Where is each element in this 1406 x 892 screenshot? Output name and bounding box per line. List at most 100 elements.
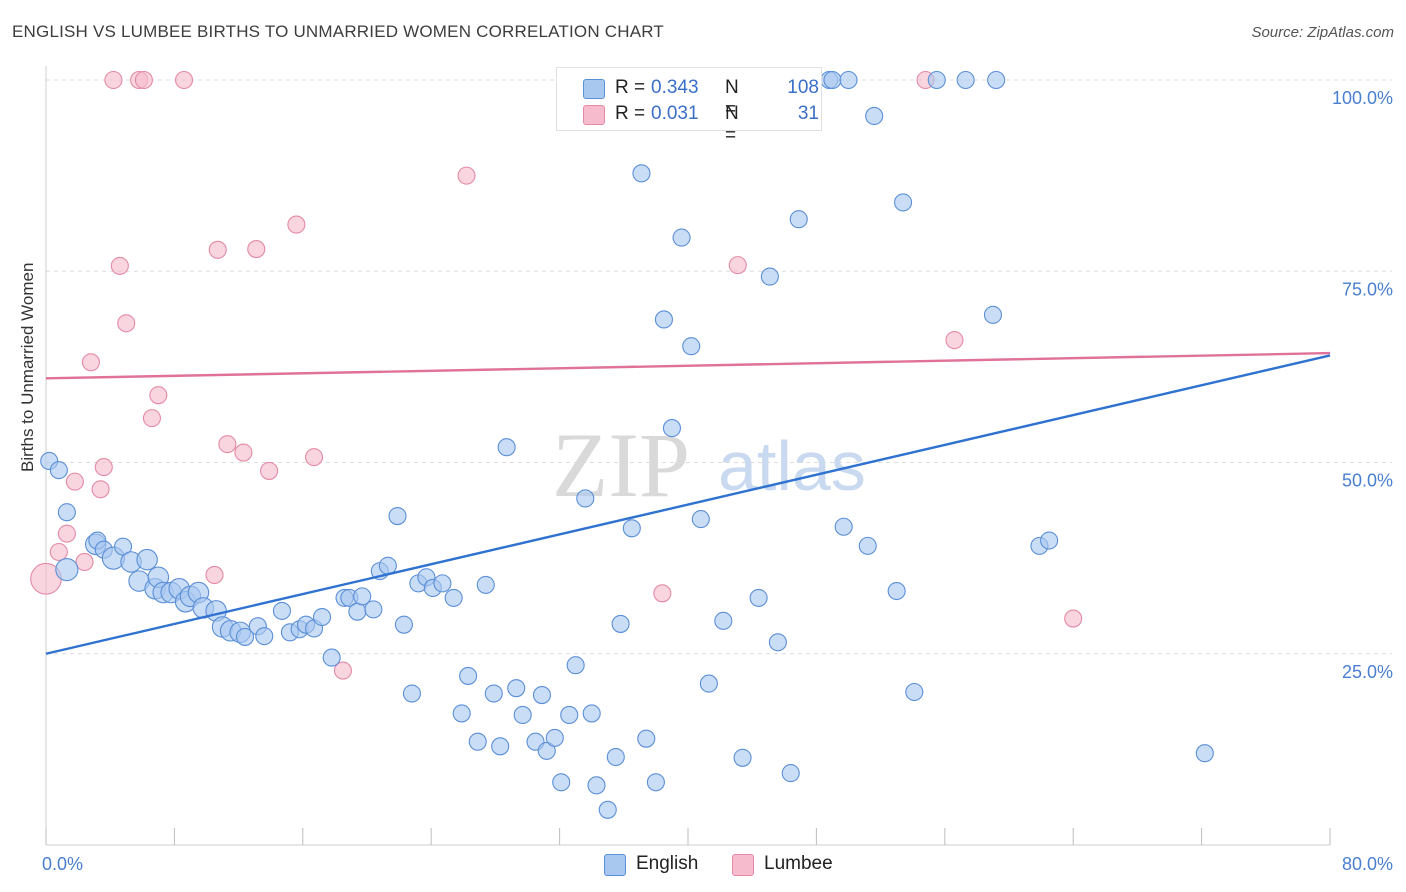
- lumbee-point: [218, 435, 237, 454]
- english-point: [637, 729, 656, 748]
- series-legend: English Lumbee: [0, 852, 1406, 878]
- lumbee-swatch: [583, 105, 605, 125]
- english-point: [402, 684, 421, 703]
- english-point: [905, 682, 924, 702]
- lumbee-point: [234, 443, 253, 462]
- english-point: [781, 764, 800, 783]
- english-point: [552, 773, 571, 792]
- english-point: [672, 228, 691, 247]
- english-point: [507, 679, 526, 698]
- y-tick-label-50: 50.0%: [1342, 471, 1393, 491]
- english-series: [40, 70, 1214, 819]
- lumbee-n-value: 31: [797, 103, 819, 124]
- lumbee-legend-swatch: [732, 854, 754, 876]
- english-point: [646, 773, 665, 792]
- english-point: [49, 461, 68, 480]
- y-axis-label: Births to Unmarried Women: [18, 262, 37, 472]
- english-point: [459, 666, 478, 685]
- english-point: [622, 519, 641, 538]
- english-point: [789, 210, 808, 229]
- english-point: [760, 267, 779, 286]
- x-tick-label-min: 0.0%: [42, 854, 83, 874]
- lumbee-r-value: 0.031: [651, 103, 699, 124]
- english-point: [834, 517, 853, 536]
- lumbee-point: [247, 240, 266, 259]
- english-point: [839, 70, 858, 90]
- english-point: [388, 506, 407, 526]
- english-legend-swatch: [604, 854, 626, 876]
- y-tick-label-75: 75.0%: [1342, 279, 1393, 299]
- english-point: [823, 70, 842, 90]
- english-point: [632, 164, 651, 183]
- lumbee-point: [728, 256, 747, 275]
- english-point: [582, 704, 601, 723]
- english-point: [956, 70, 975, 90]
- lumbee-point: [81, 353, 100, 372]
- english-point: [484, 684, 503, 703]
- english-point: [768, 633, 787, 652]
- x-tick-label-max: 80.0%: [1342, 854, 1393, 874]
- grid: [46, 79, 1392, 655]
- correlation-legend: R = 0.343 N = 108 R = 0.031 N = 31: [556, 67, 822, 146]
- trend-lines: [45, 351, 1331, 655]
- english-point: [927, 70, 946, 90]
- lumbee-point: [75, 552, 94, 572]
- lumbee-point: [134, 70, 153, 90]
- lumbee-point: [287, 215, 306, 234]
- english-point: [497, 438, 516, 457]
- english-point: [714, 611, 733, 630]
- english-point: [136, 548, 158, 571]
- english-point: [587, 776, 606, 795]
- english-point: [983, 305, 1003, 324]
- y-tick-label-100: 100.0%: [1332, 88, 1393, 108]
- lumbee-point: [304, 448, 324, 467]
- lumbee-point: [94, 458, 113, 477]
- lumbee-n-label: N =: [725, 103, 739, 146]
- lumbee-point: [653, 584, 672, 603]
- english-r-label: R =: [615, 77, 646, 98]
- y-tick-label-25: 25.0%: [1342, 662, 1393, 682]
- english-point: [452, 704, 471, 723]
- english-point: [576, 489, 595, 508]
- english-point: [476, 575, 495, 594]
- english-point: [513, 705, 532, 725]
- english-trend-line: [45, 354, 1331, 655]
- lumbee-point: [110, 256, 129, 275]
- english-r-value: 0.343: [651, 77, 699, 98]
- lumbee-r-label: R =: [615, 103, 646, 124]
- english-point: [444, 588, 463, 607]
- english-point: [468, 732, 487, 751]
- english-point: [606, 747, 625, 767]
- english-point: [394, 615, 413, 634]
- english-point: [987, 70, 1006, 90]
- lumbee-point: [174, 70, 194, 90]
- english-point: [1195, 744, 1214, 763]
- english-point: [364, 600, 383, 619]
- english-point: [255, 627, 274, 646]
- english-point: [272, 601, 291, 620]
- english-point: [348, 602, 367, 621]
- lumbee-trend-line: [45, 351, 1331, 380]
- lumbee-legend-label: Lumbee: [764, 853, 833, 874]
- english-point: [894, 193, 913, 212]
- english-legend-label: English: [636, 853, 699, 874]
- lumbee-point: [142, 409, 161, 428]
- lumbee-point: [260, 461, 279, 480]
- english-point: [353, 587, 372, 606]
- english-point: [322, 648, 341, 667]
- english-n-value: 108: [787, 77, 819, 98]
- english-point: [532, 686, 551, 705]
- source-label: Source: ZipAtlas.com: [1251, 24, 1394, 41]
- chart-title: ENGLISH VS LUMBEE BIRTHS TO UNMARRIED WO…: [12, 22, 664, 41]
- lumbee-point: [945, 331, 964, 350]
- english-point: [865, 106, 884, 126]
- english-point: [57, 503, 76, 522]
- english-point: [313, 607, 332, 627]
- english-point: [749, 588, 768, 607]
- lumbee-point: [65, 472, 84, 491]
- english-point: [55, 557, 79, 582]
- english-n-label: N =: [725, 77, 739, 120]
- english-point: [235, 627, 255, 646]
- lumbee-point: [205, 565, 224, 585]
